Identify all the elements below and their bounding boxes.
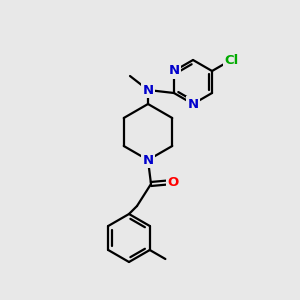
Text: Cl: Cl xyxy=(224,53,238,67)
Text: N: N xyxy=(142,154,154,166)
Text: N: N xyxy=(142,83,154,97)
Text: N: N xyxy=(168,64,179,77)
Text: N: N xyxy=(188,98,199,110)
Text: O: O xyxy=(167,176,178,188)
